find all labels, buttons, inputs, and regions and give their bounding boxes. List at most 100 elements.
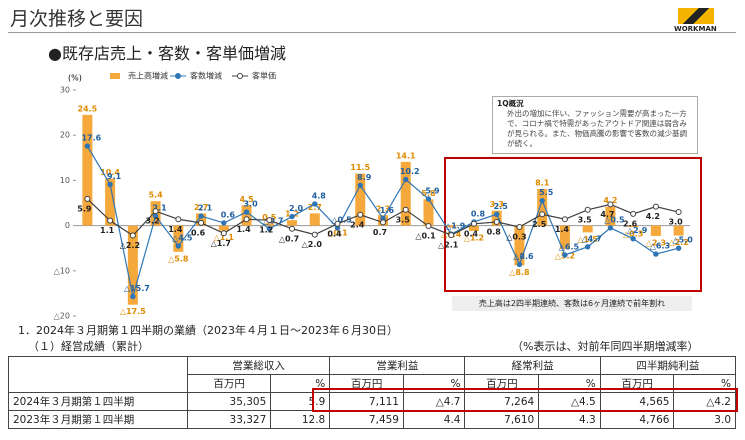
point xyxy=(334,220,341,227)
bar xyxy=(537,188,548,226)
point-value-label: 2.1 xyxy=(198,204,213,213)
point-value-label: 5.9 xyxy=(425,186,440,195)
callout: 売上高は2四半期連続、客数は6ヶ月連続で前年割れ xyxy=(452,296,692,311)
point-value-label: 1.2 xyxy=(259,226,273,235)
point-value-label: △0.3 xyxy=(506,232,526,241)
table-cell: 7,610 xyxy=(464,410,540,429)
table-cell: 2024年３月期第１四半期 xyxy=(8,392,188,411)
bar-value-label: 2.3 xyxy=(376,205,390,214)
annotation-title: 1Q概況 xyxy=(497,99,524,108)
point xyxy=(152,208,159,215)
point-value-label: 1.6 xyxy=(380,206,395,215)
bar xyxy=(605,206,616,226)
y-tick-label: △20 xyxy=(54,312,70,321)
point xyxy=(607,225,614,231)
bar-value-label: 2.7 xyxy=(308,203,322,212)
point xyxy=(652,203,659,210)
subtitle: ●既存店売上・客数・客単価増減 xyxy=(48,44,286,63)
table-cell: 経常利益 xyxy=(464,356,601,375)
bar xyxy=(423,199,434,226)
point-value-label: △4.7 xyxy=(582,234,602,243)
point-value-label: 1.4 xyxy=(555,225,570,234)
point-value-label: △8.6 xyxy=(513,252,534,261)
point xyxy=(107,217,114,224)
bar xyxy=(468,225,479,232)
point xyxy=(425,223,432,230)
point-value-label: 17.6 xyxy=(81,134,101,143)
y-tick-label: 30 xyxy=(60,86,70,95)
point-value-label: 2.5 xyxy=(494,202,509,211)
bar-value-label: △1.5 xyxy=(578,235,599,244)
point-value-label: △0.7 xyxy=(279,234,299,243)
point-value-label: 1.1 xyxy=(100,226,115,235)
table-cell: 営業利益 xyxy=(329,356,466,375)
point-value-label: 0.6 xyxy=(221,210,236,219)
bar xyxy=(127,225,138,305)
point-value-label: 4.8 xyxy=(312,191,327,200)
table-cell: △4.7 xyxy=(402,392,466,411)
point-value-label: 1.4 xyxy=(236,225,251,234)
bar xyxy=(355,173,366,226)
point xyxy=(289,213,295,220)
point-value-label: 0.7 xyxy=(373,228,387,237)
table-cell: 四半期純利益 xyxy=(599,356,737,375)
point-value-label: 5.5 xyxy=(539,188,554,197)
point-value-label: △0.1 xyxy=(415,232,436,241)
bar xyxy=(82,114,93,226)
point xyxy=(470,220,477,227)
chart: (%) 30 20 10 0 △10 △20 売上高増減 客数増減 客単価 24.5 10.4 △17… xyxy=(54,71,702,321)
point-value-label: 3.5 xyxy=(578,215,593,224)
point xyxy=(107,181,113,188)
point-value-label: △1.7 xyxy=(211,239,231,248)
point xyxy=(403,176,409,183)
point-value-label: 0.6 xyxy=(191,228,206,237)
point-value-label: △0.5 xyxy=(331,215,352,224)
point-value-label: 0.8 xyxy=(471,209,486,218)
bar xyxy=(491,210,502,226)
bar-value-label: 4.5 xyxy=(239,195,254,204)
bar xyxy=(628,225,639,227)
table-cell: 2023年３月期第１四半期 xyxy=(8,410,188,429)
bar xyxy=(218,225,229,231)
point xyxy=(84,195,91,202)
bar xyxy=(514,225,525,266)
bar-value-label: △17.5 xyxy=(120,307,146,316)
point xyxy=(266,226,272,232)
point-value-label: △1.9 xyxy=(445,222,466,231)
annotation-box: 1Q概況 外出の増加に伴い、ファッション需要が高まった一方で、コロナ禍で特需があ… xyxy=(492,96,698,154)
point xyxy=(312,201,318,207)
table-cell: 7,111 xyxy=(329,392,404,411)
bar-value-label: △2.2 xyxy=(668,238,688,247)
bar xyxy=(400,161,411,226)
point xyxy=(539,198,545,204)
point-value-label: 1.4 xyxy=(168,225,183,234)
point-value-label: 2.1 xyxy=(153,204,168,213)
point-value-label: 4.2 xyxy=(646,212,660,221)
report-heading: 1．2024年３月期第１四半期の業績（2023年４月１日～2023年６月30日） xyxy=(18,324,398,337)
point-value-label: 2.6 xyxy=(623,219,638,228)
bar-value-label: △0.3 xyxy=(623,229,643,238)
point-value-label: △6.3 xyxy=(650,242,670,251)
point-value-label: 4.7 xyxy=(600,210,614,219)
point xyxy=(198,219,205,226)
title-rule xyxy=(8,32,736,33)
point-value-label: 3.5 xyxy=(396,215,411,224)
bar xyxy=(446,225,457,228)
bar xyxy=(650,225,661,236)
point xyxy=(561,216,568,223)
point xyxy=(516,261,523,268)
point xyxy=(607,201,614,208)
point xyxy=(175,216,182,223)
point-value-label: △2.9 xyxy=(627,226,648,235)
bar-value-label: 8.1 xyxy=(535,178,550,187)
page-title: 月次推移と要因 xyxy=(10,8,144,30)
point xyxy=(357,182,363,189)
point xyxy=(243,209,250,215)
y-tick-label: △10 xyxy=(54,266,70,275)
point xyxy=(494,211,500,218)
legend-label: 客単価 xyxy=(252,71,276,81)
point xyxy=(653,251,659,257)
logo-mark xyxy=(678,8,714,24)
point xyxy=(448,232,455,239)
